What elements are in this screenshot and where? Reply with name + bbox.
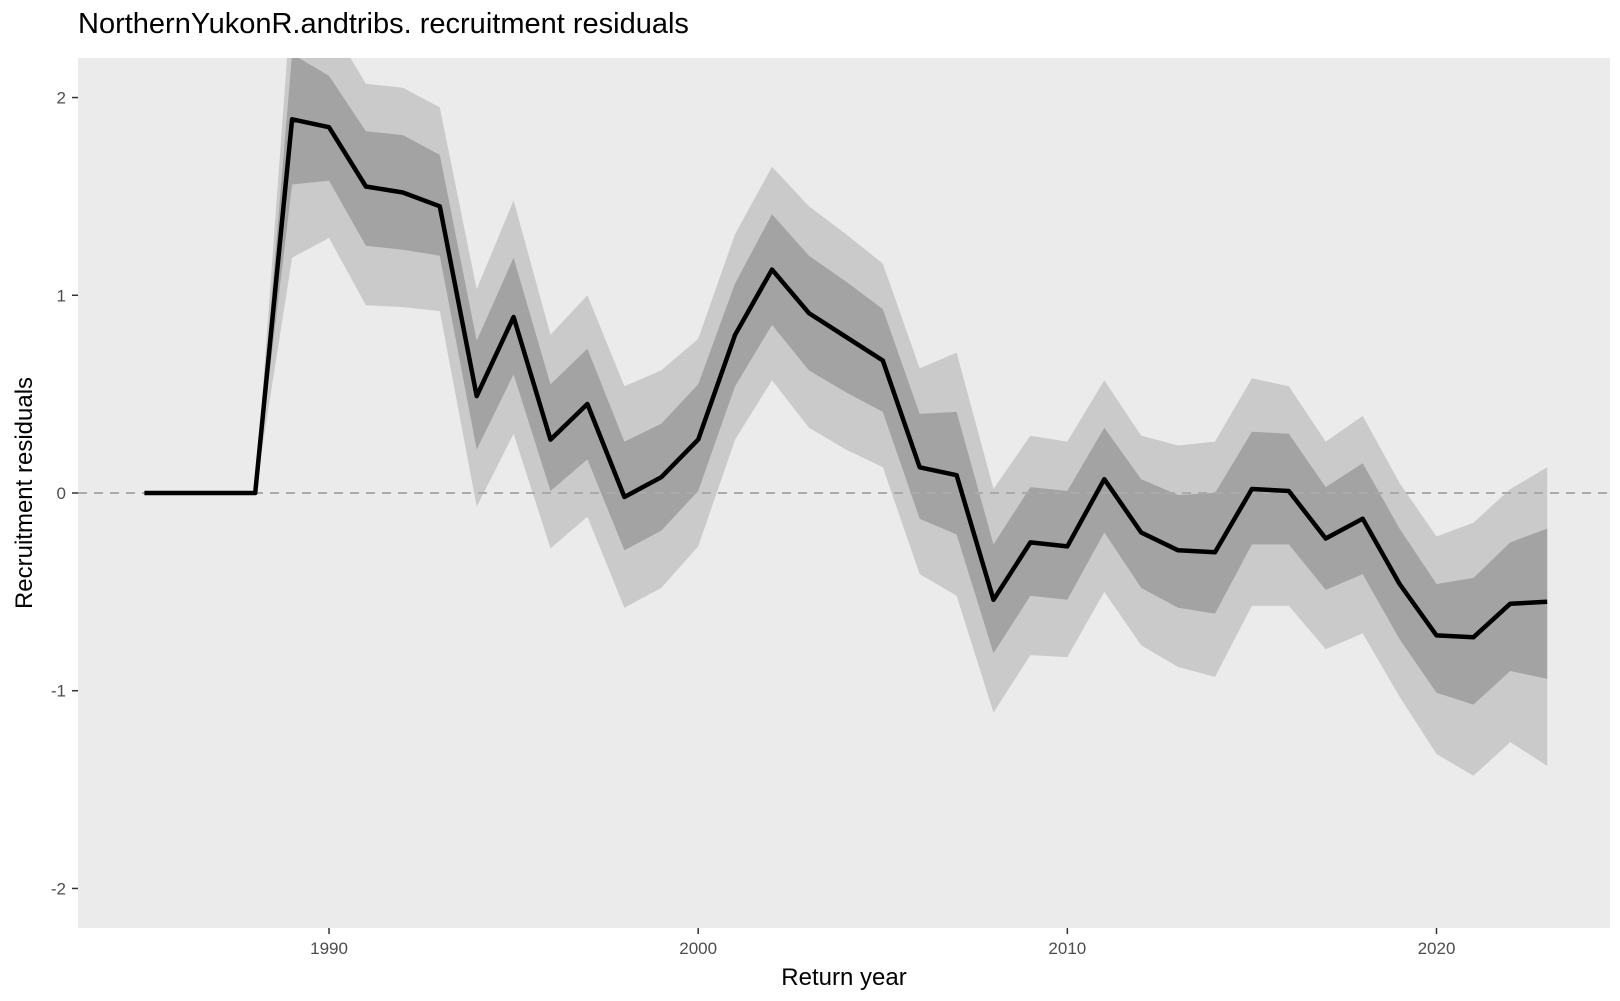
chart-title: NorthernYukonR.andtribs. recruitment res… (78, 8, 689, 40)
x-tick-label: 2010 (1048, 939, 1086, 958)
y-tick-label: 0 (57, 484, 66, 503)
x-tick-label: 2020 (1418, 939, 1456, 958)
y-tick-label: 2 (57, 89, 66, 108)
x-tick-label: 2000 (679, 939, 717, 958)
y-axis: -2 -1 0 1 2 (51, 89, 78, 898)
credible-interval-bands (144, 58, 1548, 776)
median-line-layer (144, 117, 1548, 640)
y-tick-label: -2 (51, 879, 66, 898)
x-axis-title: Return year (781, 964, 906, 991)
median-line (144, 117, 1548, 640)
inner-interval-band (144, 58, 1548, 705)
y-tick-label: -1 (51, 682, 66, 701)
x-axis: 1990 2000 2010 2020 (310, 928, 1455, 958)
x-tick-label: 1990 (310, 939, 348, 958)
y-tick-label: 1 (57, 286, 66, 305)
y-axis-title: Recruitment residuals (11, 377, 38, 609)
